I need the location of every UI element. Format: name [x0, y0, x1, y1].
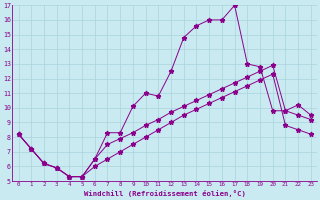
X-axis label: Windchill (Refroidissement éolien,°C): Windchill (Refroidissement éolien,°C) [84, 190, 246, 197]
